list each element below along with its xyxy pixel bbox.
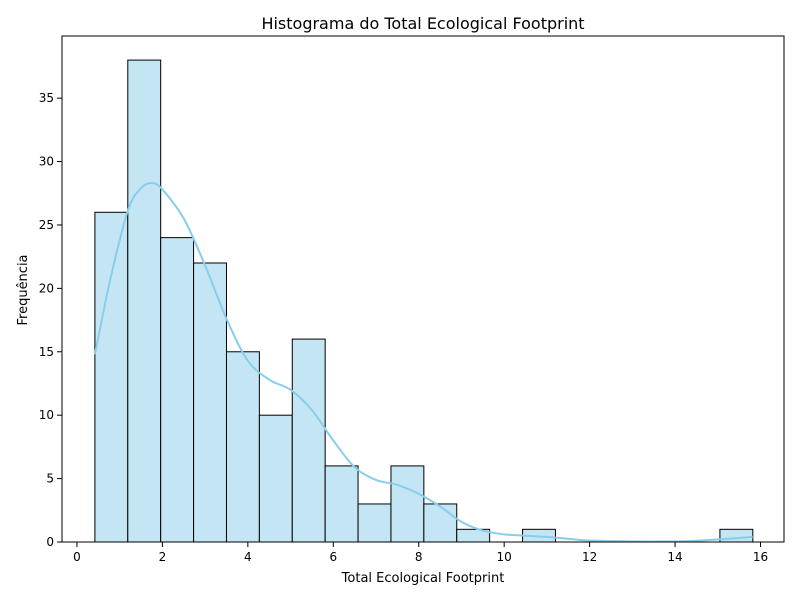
histogram-bar: [324, 465, 359, 543]
histogram-bar: [390, 465, 425, 543]
x-axis-ticks: 0 2 4 6 8 10 12 14 16: [73, 542, 768, 564]
kde-density-line: [93, 182, 753, 543]
x-tick-label: 16: [753, 550, 768, 564]
histogram-bar: [719, 528, 754, 543]
y-tick-label: 0: [46, 535, 54, 549]
histogram-bar: [423, 503, 458, 543]
y-axis-label: Frequência: [16, 254, 31, 325]
x-tick-label: 12: [582, 550, 597, 564]
histogram-bar: [193, 262, 227, 543]
y-axis-ticks: 0 5 10 15 20 25 30 35: [39, 91, 62, 549]
chart-title: Histograma do Total Ecological Footprint: [261, 14, 584, 33]
histogram-bar: [357, 503, 392, 543]
y-tick-label: 20: [39, 281, 54, 295]
x-tick-label: 10: [497, 550, 512, 564]
y-tick-label: 35: [39, 91, 54, 105]
histogram-bar: [127, 59, 162, 543]
x-tick-label: 14: [667, 550, 682, 564]
y-tick-label: 10: [39, 408, 54, 422]
histogram-bar: [291, 338, 326, 543]
y-tick-label: 15: [39, 345, 54, 359]
x-axis-label: Total Ecological Footprint: [341, 571, 505, 586]
histogram-bar: [225, 351, 260, 543]
y-tick-label: 5: [46, 472, 54, 486]
x-tick-label: 0: [73, 550, 81, 564]
x-tick-label: 6: [329, 550, 337, 564]
y-tick-label: 30: [39, 155, 54, 169]
histogram-bar: [94, 211, 129, 543]
x-tick-label: 4: [244, 550, 252, 564]
y-tick-label: 25: [39, 218, 54, 232]
x-tick-label: 2: [159, 550, 167, 564]
histogram-bar: [258, 414, 293, 543]
histogram-bar: [160, 237, 195, 543]
bars-layer: [94, 59, 754, 543]
plot-frame: [61, 35, 785, 543]
x-tick-label: 8: [415, 550, 423, 564]
